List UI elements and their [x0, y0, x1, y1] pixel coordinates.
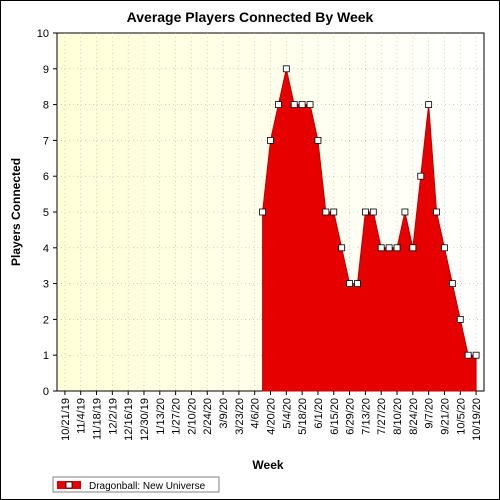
x-axis-title: Week	[252, 458, 283, 472]
x-tick-label: 1/13/20	[155, 398, 167, 435]
legend-marker	[65, 481, 73, 489]
data-point-marker	[275, 101, 282, 108]
data-point-marker	[448, 280, 456, 288]
data-point-marker	[306, 101, 314, 108]
chart-title: Average Players Connected By Week	[127, 9, 374, 25]
y-tick-label: 1	[43, 350, 49, 362]
data-point-marker	[282, 65, 290, 73]
data-point-marker	[433, 208, 440, 216]
x-tick-label: 5/4/20	[281, 398, 293, 429]
data-point-marker	[417, 172, 425, 180]
y-tick-label: 10	[37, 28, 49, 40]
data-point-marker	[472, 351, 480, 359]
data-point-marker	[290, 101, 298, 108]
legend: Dragonball: New Universe	[52, 476, 220, 493]
data-point-marker	[441, 244, 448, 252]
x-tick-label: 7/27/20	[376, 398, 388, 435]
x-tick-label: 9/7/20	[424, 398, 436, 429]
y-tick-label: 3	[43, 279, 49, 291]
data-point-marker	[409, 244, 417, 252]
y-axis-title: Players Connected	[9, 158, 23, 266]
data-point-marker	[267, 136, 274, 144]
x-tick-label: 11/4/19	[76, 398, 88, 434]
x-tick-label: 7/13/20	[360, 398, 372, 435]
data-point-marker	[361, 208, 369, 216]
y-tick-label: 4	[43, 243, 49, 255]
y-tick-label: 9	[43, 64, 49, 76]
x-tick-label: 4/20/20	[266, 398, 278, 435]
x-tick-label: 8/10/20	[392, 398, 404, 435]
x-tick-label: 10/5/20	[455, 398, 467, 435]
data-point-marker	[338, 244, 346, 252]
data-point-marker	[354, 280, 361, 288]
x-tick-label: 3/23/20	[234, 398, 246, 435]
y-tick-label: 8	[43, 100, 49, 112]
x-tick-label: 1/27/20	[171, 398, 183, 435]
data-point-marker	[369, 208, 377, 216]
x-tick-label: 12/30/19	[139, 398, 151, 441]
x-tick-label: 6/15/20	[329, 398, 341, 435]
data-point-marker	[425, 101, 433, 108]
y-tick-label: 5	[43, 207, 49, 219]
data-point-marker	[464, 351, 472, 359]
x-tick-label: 4/6/20	[250, 398, 262, 429]
series-markers	[259, 65, 480, 359]
x-tick-label: 5/18/20	[297, 398, 309, 435]
data-point-marker	[393, 244, 401, 252]
data-point-marker	[322, 208, 330, 216]
data-point-marker	[346, 280, 353, 288]
x-tick-label: 11/18/19	[92, 398, 104, 440]
y-tick-label: 6	[43, 171, 49, 183]
data-point-marker	[456, 315, 464, 323]
x-tick-label: 12/2/19	[107, 398, 119, 435]
data-point-marker	[385, 244, 393, 252]
x-tick-label: 10/21/19	[60, 398, 72, 441]
x-axis-ticks: 10/21/19 11/4/19 11/18/19 12/2/19 12/16/19 12…	[60, 391, 483, 441]
x-tick-label: 9/21/20	[439, 398, 451, 435]
y-tick-label: 2	[43, 314, 49, 326]
data-point-marker	[298, 101, 306, 108]
data-point-marker	[259, 208, 266, 216]
legend-box	[52, 476, 220, 493]
x-tick-label: 8/24/20	[408, 398, 420, 435]
y-tick-label: 0	[43, 386, 49, 398]
x-tick-label: 2/24/20	[202, 398, 214, 435]
x-tick-label: 12/16/19	[123, 398, 135, 441]
y-axis-ticks: 0 1 2 3 4 5 6 7 8 9 10	[37, 28, 57, 398]
data-point-marker	[314, 136, 322, 144]
x-tick-label: 6/1/20	[313, 398, 325, 429]
x-tick-label: 6/29/20	[345, 398, 357, 435]
y-tick-label: 7	[43, 135, 49, 147]
x-tick-label: 2/10/20	[186, 398, 198, 435]
data-point-marker	[377, 244, 385, 252]
x-tick-label: 3/9/20	[218, 398, 230, 429]
x-tick-label: 10/19/20	[471, 398, 483, 441]
data-point-marker	[401, 208, 409, 216]
legend-label: Dragonball: New Universe	[89, 481, 206, 492]
data-point-marker	[330, 208, 338, 216]
